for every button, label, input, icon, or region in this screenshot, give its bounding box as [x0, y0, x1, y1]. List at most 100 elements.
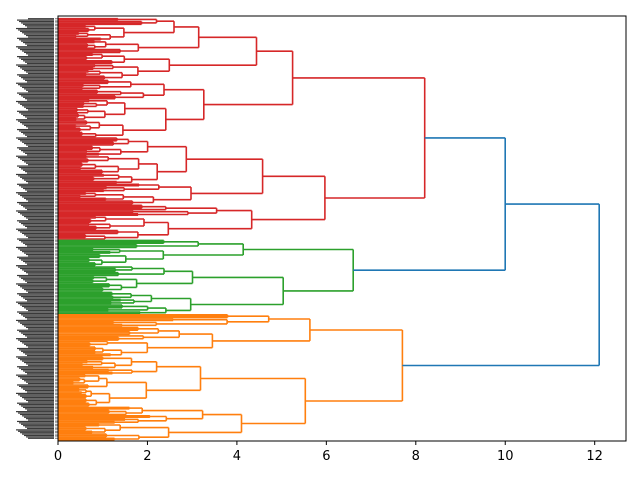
- leaf-label-144: [17, 220, 54, 222]
- leaf-label-120: [21, 186, 54, 188]
- leaf-label-87: [20, 140, 54, 142]
- leaf-label-16: [21, 40, 54, 42]
- leaf-label-145: [19, 221, 54, 223]
- leaf-label-219: [24, 325, 54, 327]
- leaf-label-160: [23, 242, 54, 244]
- leaf-label-197: [19, 294, 54, 296]
- leaf-label-141: [24, 215, 54, 218]
- leaf-label-249: [19, 367, 54, 369]
- leaf-label-296: [22, 433, 54, 435]
- leaf-label-90: [26, 144, 54, 146]
- leaf-label-126: [20, 194, 54, 197]
- x-tick-label-6: 6: [322, 449, 330, 464]
- leaf-label-273: [28, 401, 54, 403]
- leaf-label-30: [23, 60, 54, 62]
- leaf-label-263: [21, 387, 54, 389]
- leaf-label-123: [27, 190, 54, 192]
- leaf-label-95: [23, 151, 54, 153]
- leaf-label-121: [23, 187, 54, 190]
- leaf-label-265: [25, 389, 54, 392]
- leaf-label-167: [24, 252, 54, 254]
- leaf-label-23: [22, 50, 54, 52]
- leaf-label-169: [28, 255, 54, 257]
- leaf-label-92: [17, 147, 54, 149]
- leaf-label-259: [26, 381, 54, 383]
- leaf-label-9: [20, 30, 54, 32]
- leaf-label-216: [18, 321, 54, 323]
- leaf-label-196: [17, 293, 54, 295]
- leaf-label-110: [27, 172, 54, 174]
- leaf-label-270: [22, 397, 54, 399]
- leaf-label-172: [21, 259, 54, 261]
- leaf-label-220: [26, 326, 54, 329]
- leaf-label-138: [18, 211, 54, 213]
- leaf-label-135: [25, 207, 54, 209]
- leaf-label-28: [19, 57, 54, 59]
- leaf-label-247: [28, 364, 54, 366]
- leaf-label-107: [21, 168, 54, 170]
- leaf-label-238: [23, 352, 54, 354]
- leaf-label-127: [22, 196, 54, 198]
- leaf-label-202: [16, 301, 54, 303]
- leaf-label-25: [26, 53, 54, 55]
- leaf-label-124: [16, 192, 54, 194]
- leaf-label-209: [17, 311, 54, 313]
- leaf-label-4: [23, 23, 54, 25]
- leaf-label-75: [22, 123, 54, 125]
- x-tick-label-10: 10: [497, 449, 514, 464]
- leaf-label-283: [22, 415, 54, 417]
- leaf-label-49: [22, 86, 54, 89]
- leaf-label-239: [25, 353, 54, 355]
- leaf-label-128: [24, 197, 54, 199]
- leaf-label-262: [19, 385, 54, 387]
- leaf-label-142: [26, 217, 54, 219]
- leaf-label-60: [18, 102, 54, 104]
- leaf-label-130: [28, 200, 54, 202]
- leaf-label-224: [21, 332, 54, 334]
- leaf-label-80: [19, 130, 54, 132]
- leaf-label-38: [26, 71, 54, 73]
- leaf-label-166: [22, 251, 54, 253]
- leaf-label-96: [25, 152, 54, 155]
- leaf-label-201: [27, 300, 54, 302]
- leaf-label-208: [28, 309, 54, 312]
- leaf-label-254: [16, 374, 54, 376]
- leaf-label-86: [18, 138, 54, 140]
- leaf-label-143: [28, 218, 54, 220]
- leaf-label-106: [19, 166, 54, 169]
- leaf-label-226: [25, 335, 54, 337]
- leaf-label-97: [27, 154, 54, 156]
- leaf-label-72: [16, 119, 54, 121]
- leaf-label-213: [25, 317, 54, 319]
- leaf-label-70: [25, 116, 54, 118]
- leaf-label-77: [26, 126, 54, 128]
- leaf-label-41: [19, 75, 54, 77]
- leaf-label-178: [20, 267, 54, 270]
- leaf-label-241: [16, 356, 54, 358]
- leaf-label-191: [20, 286, 54, 288]
- leaf-label-66: [17, 110, 54, 112]
- x-tick-label-0: 0: [54, 449, 62, 464]
- leaf-label-111: [16, 173, 54, 176]
- leaf-label-133: [21, 204, 54, 206]
- leaf-label-183: [17, 274, 54, 277]
- leaf-label-264: [23, 388, 54, 390]
- leaf-label-297: [24, 434, 54, 437]
- leaf-label-198: [21, 295, 54, 298]
- leaf-label-73: [18, 120, 54, 122]
- leaf-label-112: [18, 175, 54, 177]
- leaf-label-56: [23, 96, 54, 98]
- leaf-label-12: [26, 34, 54, 37]
- leaf-label-214: [27, 318, 54, 320]
- leaf-label-48: [20, 85, 54, 87]
- leaf-label-13: [28, 36, 54, 38]
- leaf-label-11: [24, 33, 54, 35]
- leaf-label-162: [27, 245, 54, 247]
- leaf-label-278: [25, 408, 54, 410]
- leaf-label-281: [18, 412, 54, 414]
- leaf-label-17: [23, 41, 54, 44]
- leaf-label-246: [26, 363, 54, 365]
- leaf-label-158: [19, 239, 54, 242]
- leaf-label-276: [21, 405, 54, 407]
